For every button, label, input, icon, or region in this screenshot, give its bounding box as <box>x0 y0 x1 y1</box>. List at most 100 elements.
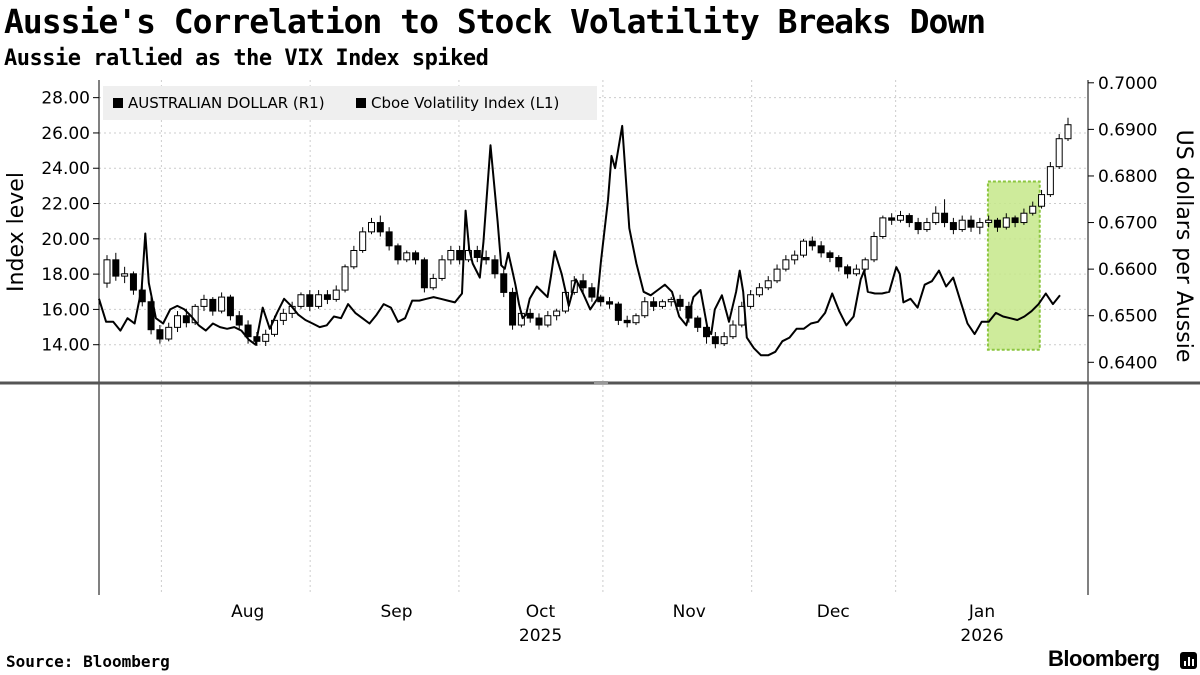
candle-body <box>641 301 649 317</box>
candle-body <box>323 294 331 300</box>
left-tick-label: 24.00 <box>41 159 90 179</box>
candle-body <box>694 317 702 328</box>
candle-body <box>632 315 640 324</box>
candle-body <box>332 289 340 300</box>
candle-body <box>121 273 129 277</box>
candle-body <box>473 249 481 258</box>
candle-body <box>429 277 437 289</box>
candle-body <box>844 266 852 275</box>
candle-body <box>808 240 816 247</box>
candle-body <box>747 294 755 307</box>
x-tick-label: Sep <box>381 602 413 622</box>
candle-body <box>482 256 490 261</box>
candle-body <box>112 259 120 277</box>
candle-body <box>1046 166 1054 196</box>
candle-body <box>1011 217 1019 224</box>
source-note: Source: Bloomberg <box>6 652 170 671</box>
bloomberg-logo: Bloomberg <box>1048 646 1160 671</box>
candle-body <box>262 333 270 342</box>
candle-body <box>1038 194 1046 207</box>
candle-body <box>174 315 182 328</box>
right-axis-title: US dollars per Aussie <box>1171 130 1196 363</box>
right-tick-label: 0.6900 <box>1098 120 1157 140</box>
bloomberg-chart-icon <box>1180 652 1197 669</box>
left-tick-label: 22.00 <box>41 195 90 215</box>
legend-label-vix: Cboe Volatility Index (L1) <box>371 94 559 112</box>
candle-body <box>447 249 455 261</box>
legend-label-aud: AUSTRALIAN DOLLAR (R1) <box>128 94 325 112</box>
candle-body <box>773 268 781 282</box>
x-tick-label: Nov <box>673 602 706 622</box>
x-axis-ticks: Aug Sep Oct Nov Dec Jan 2025 2026 <box>231 602 1003 646</box>
left-tick-label: 14.00 <box>41 336 90 356</box>
candle-body <box>650 301 658 307</box>
candle-body <box>993 219 1001 228</box>
candle-body <box>923 222 931 231</box>
left-tick-label: 26.00 <box>41 124 90 144</box>
candle-body <box>191 305 199 324</box>
candle-body <box>588 287 596 298</box>
left-tick-label: 18.00 <box>41 265 90 285</box>
candle-body <box>949 222 957 231</box>
candle-body <box>491 259 499 275</box>
candle-body <box>456 249 464 261</box>
right-tick-label: 0.6500 <box>1098 307 1157 327</box>
candle-body <box>711 336 719 345</box>
candle-body <box>870 236 878 261</box>
vix-line <box>98 124 1061 357</box>
aud-candles <box>103 117 1072 349</box>
candle-body <box>147 301 155 331</box>
candle-body <box>835 256 843 268</box>
right-axis-ticks: 0.6400 0.6500 0.6600 0.6700 0.6800 0.6900 0.70… <box>1088 74 1157 373</box>
candle-body <box>226 296 234 317</box>
candle-body <box>826 252 834 258</box>
candle-body <box>509 291 517 326</box>
candle-body <box>306 294 314 307</box>
candle-body <box>244 324 252 338</box>
candle-body <box>879 217 887 238</box>
candle-body <box>658 301 666 307</box>
candle-body <box>297 294 305 307</box>
left-tick-label: 28.00 <box>41 89 90 109</box>
left-axis-title: Index level <box>4 172 29 292</box>
legend-background <box>103 86 597 120</box>
candle-body <box>914 222 922 231</box>
candle-body <box>218 296 226 312</box>
candle-body <box>341 266 349 291</box>
candle-body <box>1029 205 1037 214</box>
candle-body <box>676 298 684 307</box>
candle-body <box>200 298 208 307</box>
candle-body <box>103 259 111 284</box>
candle-body <box>755 287 763 296</box>
candle-body <box>1002 217 1010 228</box>
candle-body <box>852 268 860 275</box>
candle-body <box>932 212 940 224</box>
candle-body <box>817 245 825 254</box>
pane-divider-handle[interactable] <box>594 381 608 384</box>
candle-body <box>526 312 534 319</box>
candle-body <box>1055 138 1063 168</box>
candle-body <box>976 222 984 228</box>
candle-body <box>376 222 384 233</box>
x-tick-label: Aug <box>231 602 264 622</box>
right-tick-label: 0.7000 <box>1098 74 1157 94</box>
candle-body <box>403 252 411 261</box>
chart-title: Aussie's Correlation to Stock Volatility… <box>4 2 986 41</box>
left-tick-label: 20.00 <box>41 230 90 250</box>
candle-body <box>579 280 587 289</box>
x-tick-label: Dec <box>817 602 850 622</box>
candle-body <box>800 240 808 256</box>
candle-body <box>209 298 217 312</box>
candle-body <box>896 215 904 221</box>
candle-body <box>129 273 137 291</box>
candle-body <box>606 301 614 305</box>
chart-subtitle: Aussie rallied as the VIX Index spiked <box>4 46 489 71</box>
candle-body <box>1020 212 1028 224</box>
candle-body <box>367 222 375 233</box>
candle-body <box>535 317 543 326</box>
x-year-label: 2026 <box>960 626 1003 646</box>
grid-lines <box>99 80 1088 595</box>
candle-body <box>412 252 420 261</box>
candle-body <box>420 259 428 289</box>
